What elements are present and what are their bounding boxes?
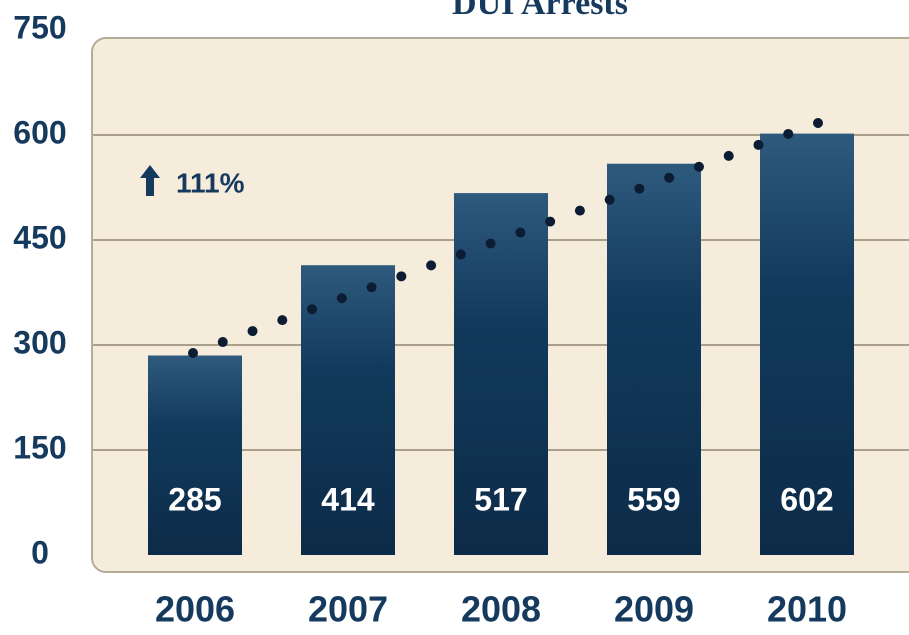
x-tick-label: 2007 bbox=[308, 589, 388, 630]
annotation: 111% bbox=[176, 167, 245, 198]
trend-dot bbox=[486, 238, 496, 248]
trend-dot bbox=[753, 140, 763, 150]
y-tick-label: 450 bbox=[13, 219, 66, 255]
trend-dot bbox=[456, 249, 466, 259]
chart-title: DUI Arrests bbox=[452, 0, 628, 22]
trend-dot bbox=[218, 337, 228, 347]
trend-dot bbox=[277, 315, 287, 325]
trend-dot bbox=[575, 206, 585, 216]
x-tick-label: 2009 bbox=[614, 589, 694, 630]
trend-dot bbox=[307, 304, 317, 314]
y-tick-label: 600 bbox=[13, 114, 66, 150]
trend-dot bbox=[337, 293, 347, 303]
value-label: 559 bbox=[627, 481, 680, 517]
trend-dot bbox=[515, 228, 525, 238]
trend-dot bbox=[188, 348, 198, 358]
y-tick-label: 150 bbox=[13, 429, 66, 465]
trend-dot bbox=[367, 282, 377, 292]
trend-dot bbox=[664, 173, 674, 183]
trend-dot bbox=[248, 326, 258, 336]
x-tick-label: 2008 bbox=[461, 589, 541, 630]
trend-dot bbox=[783, 129, 793, 139]
trend-dot bbox=[724, 151, 734, 161]
trend-dot bbox=[813, 118, 823, 128]
trend-dot bbox=[396, 271, 406, 281]
bar bbox=[148, 356, 242, 556]
trend-dot bbox=[545, 217, 555, 227]
y-tick-label: 0 bbox=[31, 534, 49, 570]
trend-dot bbox=[605, 195, 615, 205]
value-label: 602 bbox=[780, 481, 833, 517]
chart: DUI Arrests 111% 0 150 300 450 600 750 285 2006… bbox=[0, 0, 909, 635]
x-tick-label: 2006 bbox=[155, 589, 235, 630]
x-tick-label: 2010 bbox=[767, 589, 847, 630]
value-label: 517 bbox=[474, 481, 527, 517]
y-tick-label: 750 bbox=[13, 9, 66, 45]
value-label: 285 bbox=[168, 481, 221, 517]
trend-dot bbox=[426, 260, 436, 270]
value-label: 414 bbox=[321, 481, 375, 517]
y-tick-label: 300 bbox=[13, 324, 66, 360]
trend-dot bbox=[694, 162, 704, 172]
trend-dot bbox=[634, 184, 644, 194]
